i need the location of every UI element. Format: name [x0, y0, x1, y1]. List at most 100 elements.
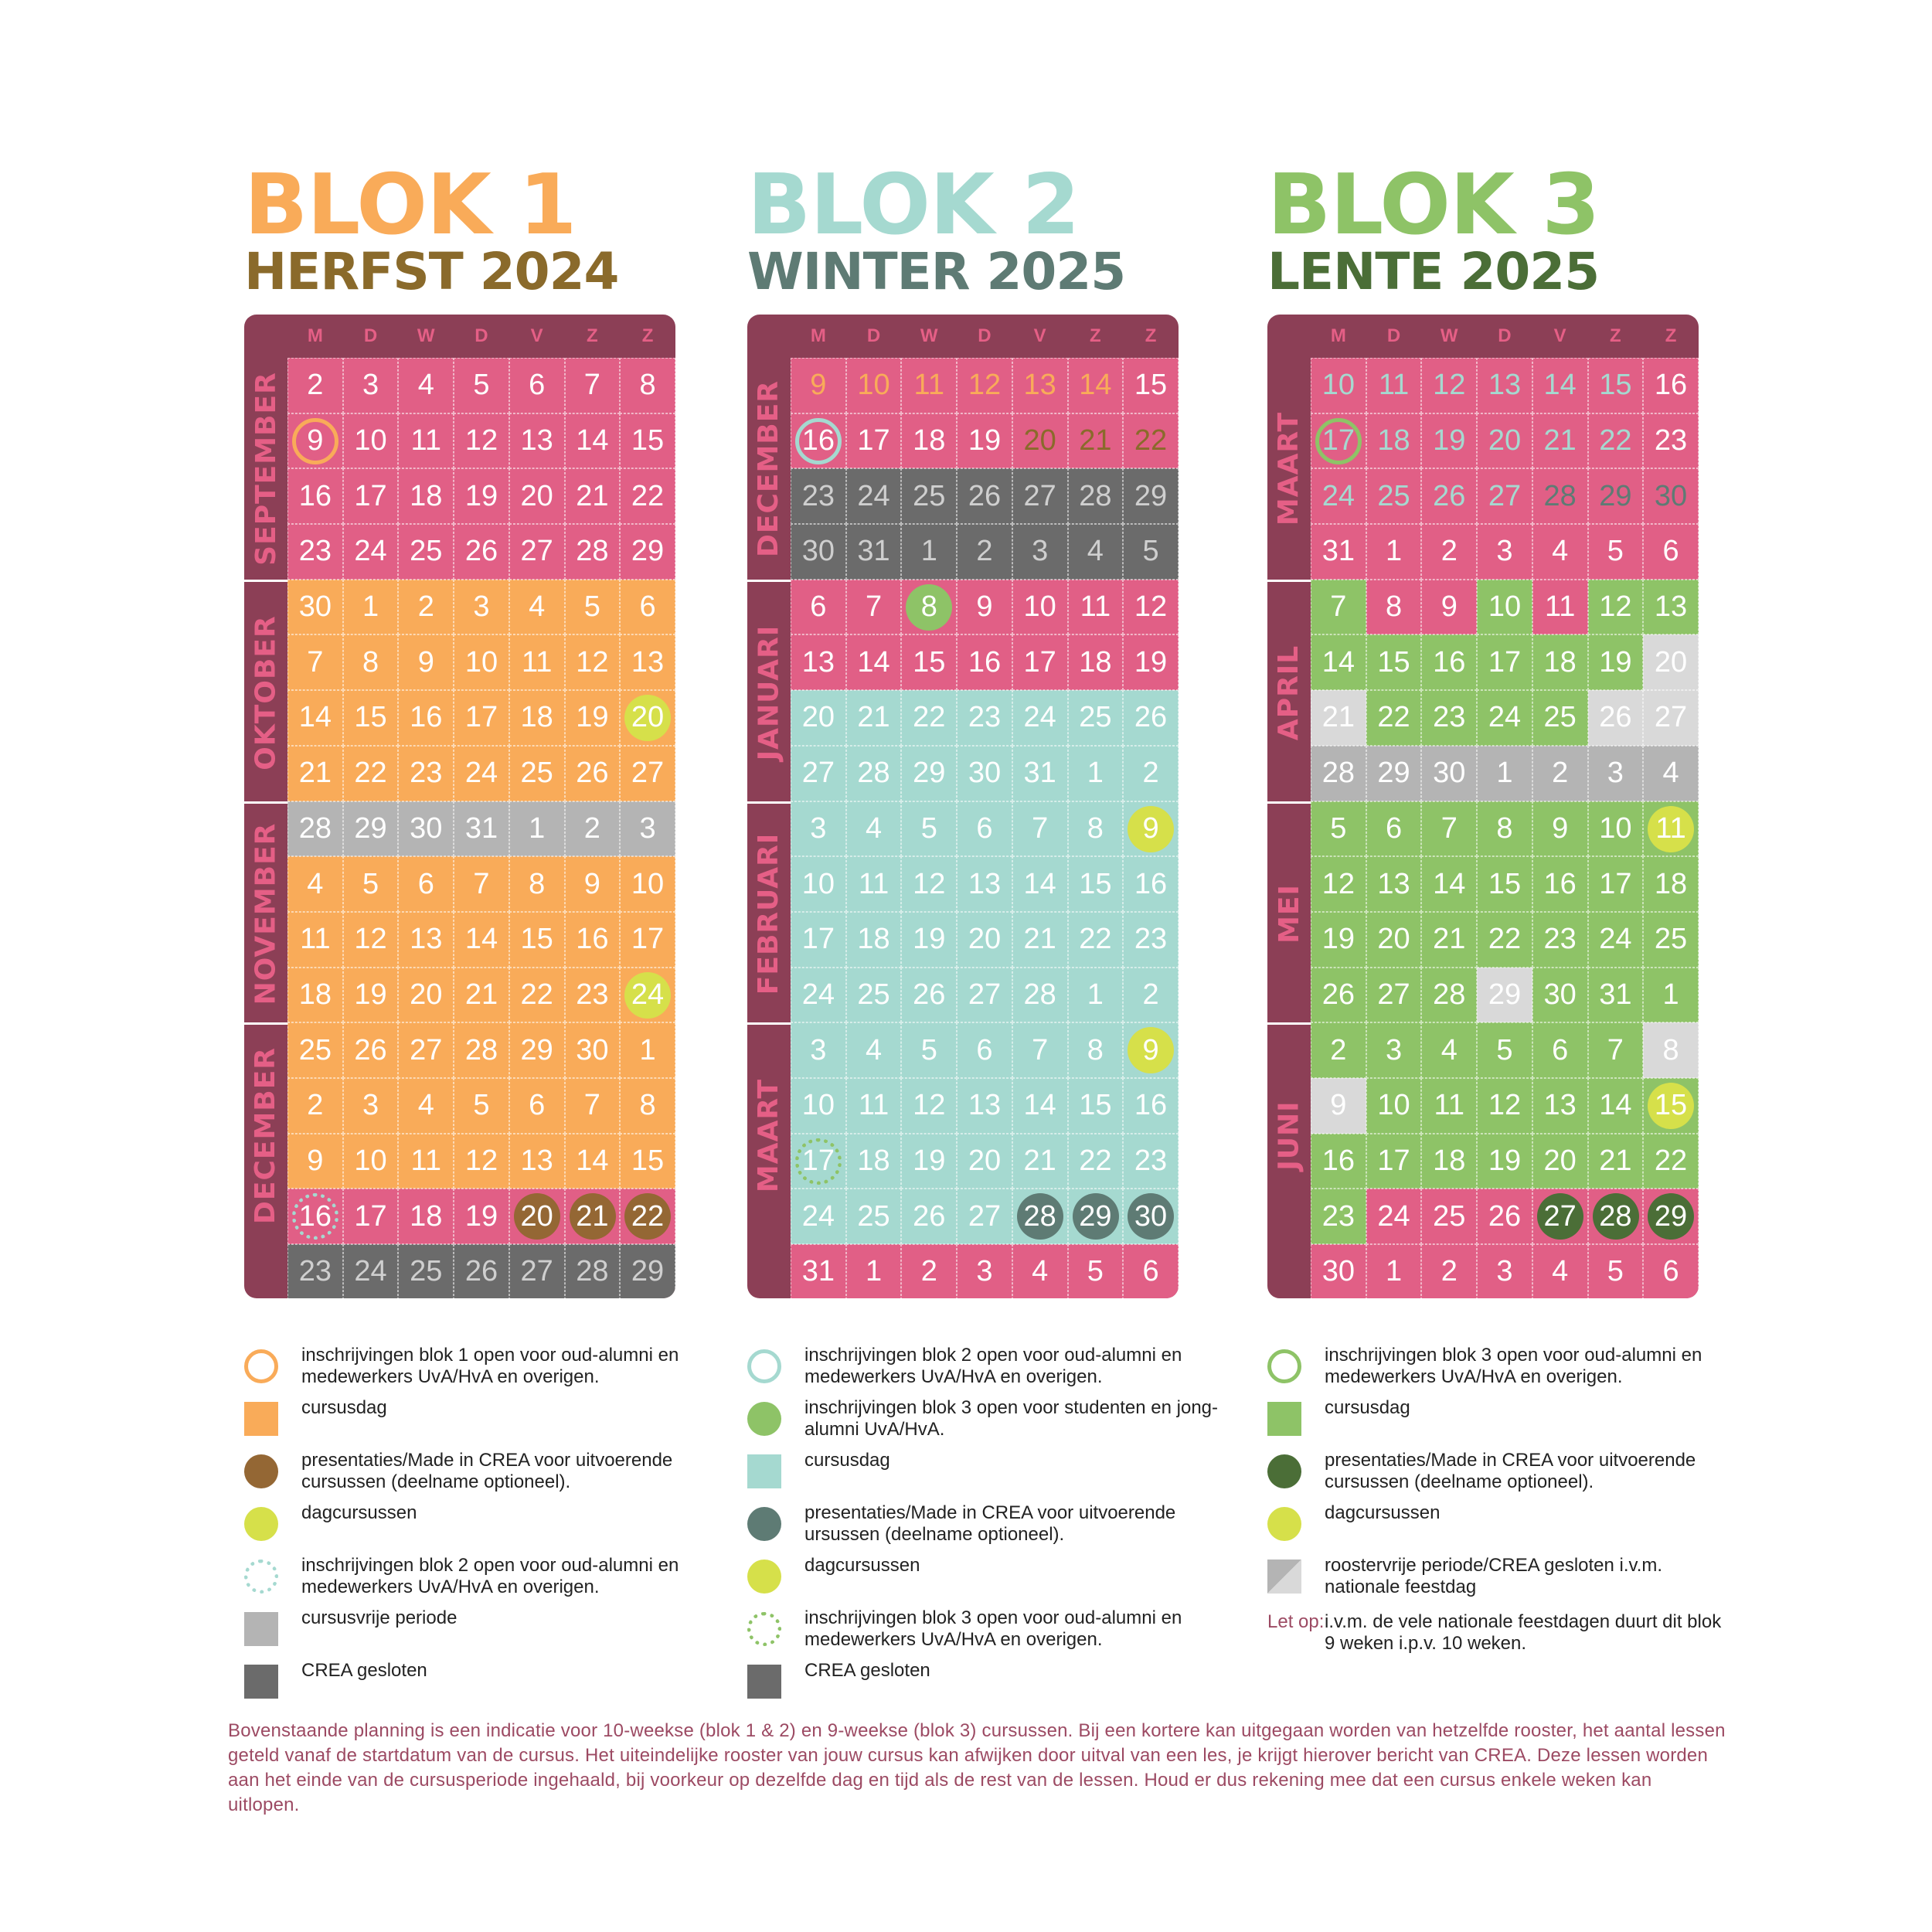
blok-1-title: BLOK 1 — [244, 157, 577, 253]
day-number: 10 — [1023, 590, 1056, 624]
day-number: 12 — [1599, 590, 1632, 624]
day-number: 28 — [1433, 978, 1466, 1011]
day-number: 6 — [976, 811, 993, 845]
day-number: 17 — [1377, 1144, 1410, 1177]
day-cell: 19 — [901, 1133, 957, 1189]
day-cell: 13 — [1477, 358, 1532, 413]
day-number: 11 — [1378, 369, 1410, 402]
week-row: 5 6 7 8 9 10 11 — [1311, 801, 1699, 857]
day-number: 23 — [1134, 923, 1168, 956]
week-row: 19 20 21 22 23 24 25 — [1311, 911, 1699, 968]
day-number: 9 — [1142, 1033, 1159, 1066]
day-number: 7 — [1032, 811, 1049, 845]
day-cell: 26 — [1421, 468, 1478, 525]
day-cell: 5 — [1477, 1022, 1532, 1078]
day-number: 23 — [1543, 923, 1577, 956]
day-number: 10 — [1321, 369, 1355, 402]
day-number: 10 — [354, 1144, 387, 1177]
day-cell: 13 — [1012, 358, 1068, 413]
legend-text: CREA gesloten — [804, 1660, 930, 1681]
day-number: 6 — [639, 590, 656, 624]
week-row: 31 1 2 3 4 5 6 — [791, 1244, 1179, 1298]
day-number: 20 — [631, 701, 665, 734]
day-number: 4 — [1440, 1033, 1458, 1066]
day-cell: 8 — [1477, 801, 1532, 857]
day-number: 23 — [1654, 424, 1688, 457]
day-cell: 14 — [287, 690, 343, 746]
day-number: 18 — [857, 1144, 890, 1177]
day-number: 3 — [1032, 535, 1049, 568]
day-number: 24 — [801, 978, 835, 1011]
week-row: 28 29 30 31 1 2 3 — [287, 801, 675, 857]
day-cell: 8 — [509, 856, 565, 912]
note-label: Let op: — [1267, 1611, 1325, 1632]
legend-text: presentaties/Made in CREA voor uitvoeren… — [804, 1502, 1176, 1545]
day-number: 26 — [1599, 701, 1632, 734]
week-row: 18 19 20 21 22 23 24 — [287, 967, 675, 1023]
week-row: 10 11 12 13 14 15 16 — [791, 856, 1179, 912]
day-cell: 9 — [1421, 579, 1478, 635]
day-cell: 24 — [342, 524, 399, 580]
weekday-label: D — [363, 325, 378, 346]
day-cell: 22 — [1477, 911, 1532, 968]
day-number: 4 — [865, 1033, 883, 1066]
day-number: 27 — [1543, 1199, 1577, 1233]
legend-text: inschrijvingen blok 3 open voor oud-alum… — [1325, 1345, 1702, 1387]
weekday-label: Z — [587, 325, 598, 346]
day-number: 12 — [968, 369, 1002, 402]
legend-swatch-icon — [244, 1560, 278, 1594]
day-number: 2 — [976, 535, 993, 568]
day-cell: 24 — [1012, 690, 1068, 746]
day-number: 28 — [1543, 479, 1577, 512]
marker-icon — [1128, 1193, 1175, 1240]
legend-swatch-icon — [244, 1402, 278, 1436]
day-number: 10 — [354, 424, 387, 457]
day-cell: 6 — [1643, 524, 1699, 580]
day-number: 25 — [913, 479, 946, 512]
weekday-label: M — [307, 325, 323, 346]
day-cell: 17 — [1012, 634, 1068, 691]
day-cell: 21 — [1532, 413, 1588, 469]
day-number: 22 — [1134, 424, 1168, 457]
day-number: 26 — [464, 535, 498, 568]
day-cell: 19 — [957, 413, 1012, 469]
day-cell: 29 — [342, 801, 399, 857]
day-cell: 23 — [287, 524, 343, 580]
day-number: 15 — [1134, 369, 1168, 402]
day-number: 6 — [976, 1033, 993, 1066]
day-cell: 25 — [1532, 690, 1588, 746]
day-cell: 28 — [1012, 1189, 1068, 1244]
day-cell: 12 — [1587, 579, 1644, 635]
day-number: 1 — [1496, 757, 1513, 790]
day-cell: 22 — [1067, 911, 1124, 968]
day-number: 10 — [1377, 1089, 1410, 1122]
day-number: 17 — [857, 424, 890, 457]
day-number: 12 — [1134, 590, 1168, 624]
day-cell: 24 — [1477, 690, 1532, 746]
day-cell: 16 — [1643, 358, 1699, 413]
legend-swatch-icon — [747, 1454, 781, 1488]
day-cell: 5 — [1123, 524, 1179, 580]
day-number: 21 — [1079, 424, 1112, 457]
day-number: 23 — [1134, 1144, 1168, 1177]
day-cell: 4 — [287, 856, 343, 912]
day-number: 9 — [1440, 590, 1458, 624]
day-number: 10 — [1599, 811, 1632, 845]
blok-1-subtitle: HERFST 2024 — [244, 242, 619, 301]
day-cell: 14 — [1012, 1077, 1068, 1134]
day-number: 3 — [810, 811, 827, 845]
week-row: 14 15 16 17 18 19 20 — [1311, 634, 1699, 691]
day-cell: 27 — [509, 524, 565, 580]
legend-item: cursusdag — [1267, 1397, 1731, 1440]
day-cell: 23 — [287, 1244, 343, 1298]
day-cell: 7 — [1421, 801, 1478, 857]
day-number: 16 — [410, 701, 443, 734]
legend-text: presentaties/Made in CREA voor uitvoeren… — [301, 1450, 673, 1492]
day-number: 13 — [520, 424, 553, 457]
day-cell: 14 — [1532, 358, 1588, 413]
legend-swatch-icon — [244, 1349, 278, 1383]
day-number: 22 — [354, 757, 387, 790]
day-number: 8 — [1087, 1033, 1104, 1066]
day-number: 2 — [1440, 1255, 1458, 1288]
day-cell: 4 — [509, 579, 565, 635]
